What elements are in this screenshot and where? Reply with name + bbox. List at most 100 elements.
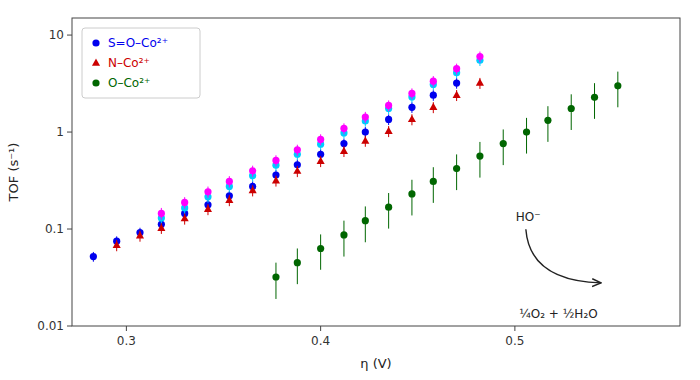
data-point xyxy=(181,199,188,206)
error-bar xyxy=(320,234,321,269)
data-point xyxy=(272,273,279,280)
data-point xyxy=(429,103,437,110)
legend-box xyxy=(82,28,200,98)
error-bar xyxy=(594,83,595,119)
data-point xyxy=(476,79,484,86)
data-point xyxy=(362,113,369,120)
data-point xyxy=(158,210,165,217)
annotation-text: ¼O₂ + ½H₂O xyxy=(519,307,597,321)
data-point xyxy=(226,178,233,185)
series xyxy=(272,72,621,299)
error-bar xyxy=(411,180,412,216)
series xyxy=(113,78,484,251)
error-bar xyxy=(275,263,276,299)
y-axis-label: TOF (s⁻¹) xyxy=(6,143,21,203)
data-point xyxy=(317,245,324,252)
y-tick xyxy=(67,132,72,133)
y-tick-label: 0.01 xyxy=(37,319,64,333)
error-bar xyxy=(433,167,434,203)
data-point xyxy=(453,79,460,86)
error-bar xyxy=(617,72,618,108)
legend-marker xyxy=(92,79,99,86)
error-bar xyxy=(456,154,457,190)
data-point xyxy=(361,136,369,143)
data-point xyxy=(385,116,392,123)
annotation: HO⁻ ¼O₂ + ½H₂O xyxy=(516,210,601,321)
data-point xyxy=(272,176,280,183)
data-point xyxy=(476,152,483,159)
x-tick xyxy=(126,326,127,331)
data-point xyxy=(430,178,437,185)
data-point xyxy=(136,231,144,238)
data-point xyxy=(340,231,347,238)
data-point xyxy=(317,157,325,164)
error-bar xyxy=(547,106,548,142)
data-point xyxy=(204,188,211,195)
annotation-text: HO⁻ xyxy=(516,210,541,224)
series xyxy=(158,52,484,220)
y-tick xyxy=(67,35,72,36)
x-tick-label: 0.3 xyxy=(117,334,136,348)
data-point xyxy=(614,82,621,89)
data-point xyxy=(591,94,598,101)
x-axis-label: η (V) xyxy=(360,356,391,371)
data-point xyxy=(157,224,165,231)
error-bar xyxy=(503,129,504,165)
data-point xyxy=(113,241,121,248)
error-bar xyxy=(571,94,572,130)
data-point xyxy=(90,253,97,260)
plot-frame xyxy=(72,18,680,326)
y-tick xyxy=(67,229,72,230)
y-tick xyxy=(67,326,72,327)
data-point xyxy=(453,65,460,72)
data-point xyxy=(362,128,369,135)
x-tick-label: 0.4 xyxy=(311,334,330,348)
data-point xyxy=(181,214,189,221)
data-point xyxy=(225,196,233,203)
data-point xyxy=(408,190,415,197)
annotation-arrow xyxy=(526,229,601,283)
data-point xyxy=(385,102,392,109)
data-point xyxy=(408,104,415,111)
data-point xyxy=(294,259,301,266)
data-point xyxy=(294,146,301,153)
data-point xyxy=(249,186,257,193)
data-point xyxy=(293,167,301,174)
data-point xyxy=(430,78,437,85)
data-point xyxy=(523,128,530,135)
error-bar xyxy=(479,142,480,178)
plot-background xyxy=(72,18,680,326)
y-tick-label: 0.1 xyxy=(45,222,64,236)
data-point xyxy=(385,204,392,211)
chart: 0.30.40.50.010.1110η (V)TOF (s⁻¹)S=O–Co²… xyxy=(0,0,700,380)
legend-entry: O–Co²⁺ xyxy=(108,76,150,90)
x-tick xyxy=(320,326,321,331)
error-bar xyxy=(388,193,389,229)
legend-entry: N–Co²⁺ xyxy=(108,56,150,70)
data-point xyxy=(362,217,369,224)
data-point xyxy=(249,167,256,174)
data-point xyxy=(408,90,415,97)
data-point xyxy=(544,117,551,124)
data-point xyxy=(568,105,575,112)
x-tick xyxy=(514,326,515,331)
data-point xyxy=(500,140,507,147)
data-point xyxy=(340,147,348,154)
legend-marker xyxy=(92,39,99,46)
data-point xyxy=(430,92,437,99)
data-point xyxy=(385,127,393,134)
data-point xyxy=(476,53,483,60)
data-point xyxy=(272,157,279,164)
data-point xyxy=(453,91,461,98)
legend-entry: S=O–Co²⁺ xyxy=(108,36,168,50)
series xyxy=(90,78,460,262)
error-bar xyxy=(297,248,298,284)
data-point xyxy=(453,165,460,172)
error-bar xyxy=(343,221,344,257)
data-point xyxy=(204,205,212,212)
data-point xyxy=(317,136,324,143)
error-bar xyxy=(526,118,527,154)
legend-marker xyxy=(92,59,100,66)
y-tick-label: 10 xyxy=(49,28,64,42)
series xyxy=(158,55,484,224)
